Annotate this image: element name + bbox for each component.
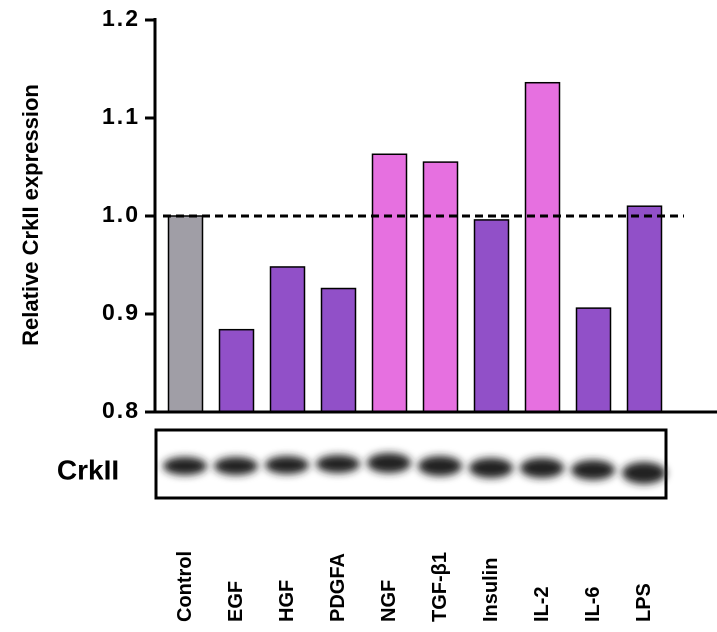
x-tick-label: LPS bbox=[633, 583, 655, 622]
y-tick-label: 0.9 bbox=[102, 299, 140, 325]
x-tick-label: EGF bbox=[225, 581, 247, 622]
x-tick-label: PDGFA bbox=[327, 553, 349, 622]
y-tick-label: 0.8 bbox=[102, 397, 140, 423]
x-tick-label: Insulin bbox=[480, 558, 502, 622]
y-tick-label: 1.1 bbox=[102, 103, 140, 129]
x-tick-label: NGF bbox=[378, 580, 400, 622]
x-tick-label: IL-6 bbox=[582, 586, 604, 622]
bar bbox=[475, 220, 509, 412]
x-tick-label: TGF-β1 bbox=[429, 552, 451, 622]
y-tick-label: 1.2 bbox=[102, 5, 140, 31]
bar bbox=[220, 330, 254, 412]
blot bbox=[156, 430, 666, 498]
bar bbox=[424, 162, 458, 412]
x-tick-label: Control bbox=[174, 551, 196, 622]
bar bbox=[526, 83, 560, 412]
bar bbox=[373, 154, 407, 412]
blot-label: CrkII bbox=[57, 454, 119, 485]
y-tick-label: 1.0 bbox=[102, 201, 140, 227]
bar bbox=[577, 308, 611, 412]
bar bbox=[169, 216, 203, 412]
x-tick-label: IL-2 bbox=[531, 586, 553, 622]
y-axis-label: Relative CrkII expression bbox=[18, 84, 43, 346]
chart: Relative CrkII expression CrkII 0.8 0.9 1.… bbox=[0, 0, 717, 632]
x-tick-label: HGF bbox=[276, 580, 298, 622]
bar bbox=[628, 206, 662, 412]
bar bbox=[322, 289, 356, 412]
bar bbox=[271, 267, 305, 412]
